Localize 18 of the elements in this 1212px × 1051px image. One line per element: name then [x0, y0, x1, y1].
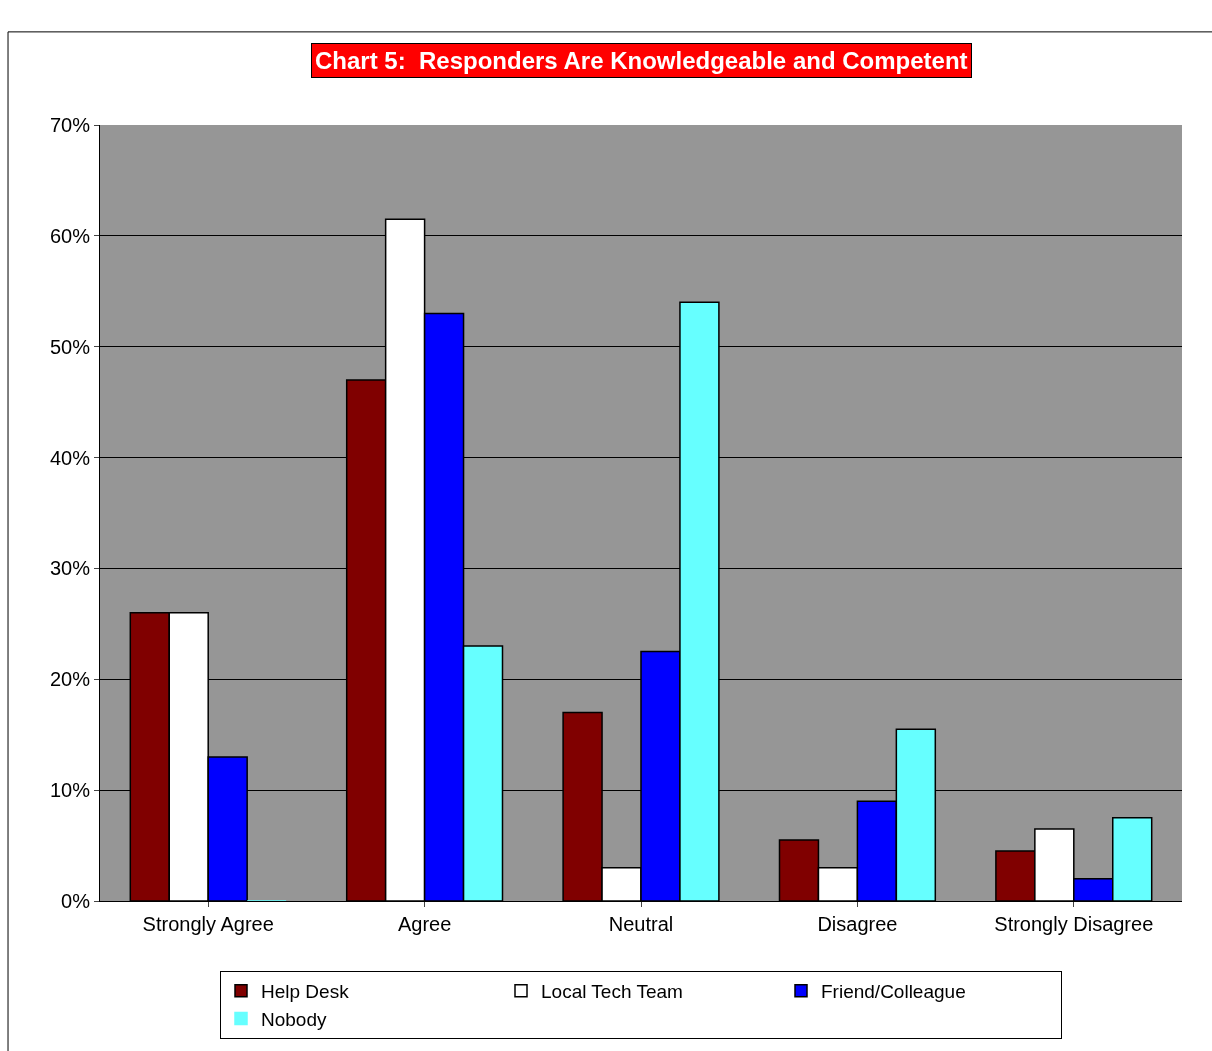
y-tick-label: 50%	[49, 335, 91, 358]
y-tick-label: 10%	[49, 779, 91, 802]
legend-label: Local Tech Team	[541, 981, 683, 1003]
chart-title: Chart 5: Responders Are Knowledgeable and Competent	[315, 47, 968, 74]
x-tick-label: Neutral	[608, 913, 674, 935]
legend-label: Help Desk	[261, 981, 350, 1003]
x-tick-label: Strongly Agree	[142, 913, 274, 935]
legend-label: Nobody	[261, 1008, 327, 1030]
x-tick-label: Strongly Disagree	[994, 913, 1154, 935]
y-tick-label: 70%	[49, 114, 91, 136]
x-tick-label: Agree	[397, 913, 452, 935]
y-tick-label: 60%	[49, 224, 91, 247]
x-tick-label: Disagree	[817, 913, 898, 935]
y-tick-label: 40%	[49, 446, 91, 469]
y-tick-label: 30%	[49, 557, 91, 580]
legend-label: Friend/Colleague	[821, 981, 966, 1003]
y-tick-label: 20%	[49, 668, 91, 691]
y-tick-label: 0%	[61, 890, 91, 912]
